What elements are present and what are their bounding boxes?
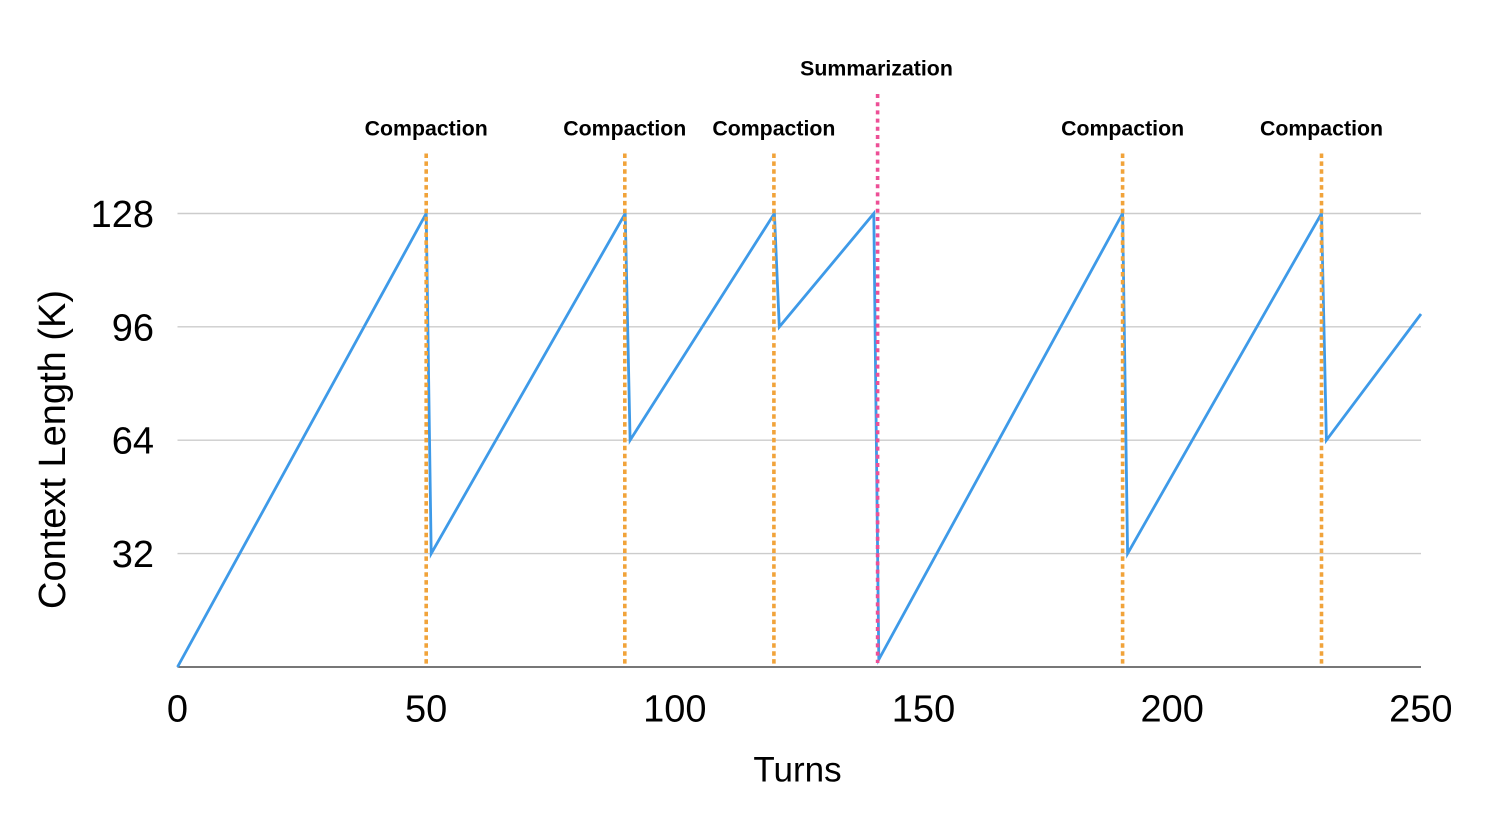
svg-text:Context Length (K): Context Length (K) [32, 290, 74, 609]
svg-text:96: 96 [112, 307, 154, 349]
svg-text:200: 200 [1140, 688, 1203, 730]
svg-text:100: 100 [643, 688, 706, 730]
svg-text:Compaction: Compaction [1061, 116, 1184, 140]
svg-text:Turns: Turns [753, 750, 841, 789]
svg-text:64: 64 [112, 421, 154, 463]
svg-text:0: 0 [167, 688, 188, 730]
svg-text:Summarization: Summarization [800, 56, 953, 80]
svg-text:128: 128 [91, 194, 154, 236]
svg-text:Compaction: Compaction [365, 116, 488, 140]
svg-text:150: 150 [892, 688, 955, 730]
svg-text:50: 50 [405, 688, 447, 730]
svg-text:32: 32 [112, 534, 154, 576]
svg-text:Compaction: Compaction [712, 116, 835, 140]
svg-text:Compaction: Compaction [1260, 116, 1383, 140]
svg-text:Compaction: Compaction [563, 116, 686, 140]
svg-text:250: 250 [1389, 688, 1452, 730]
